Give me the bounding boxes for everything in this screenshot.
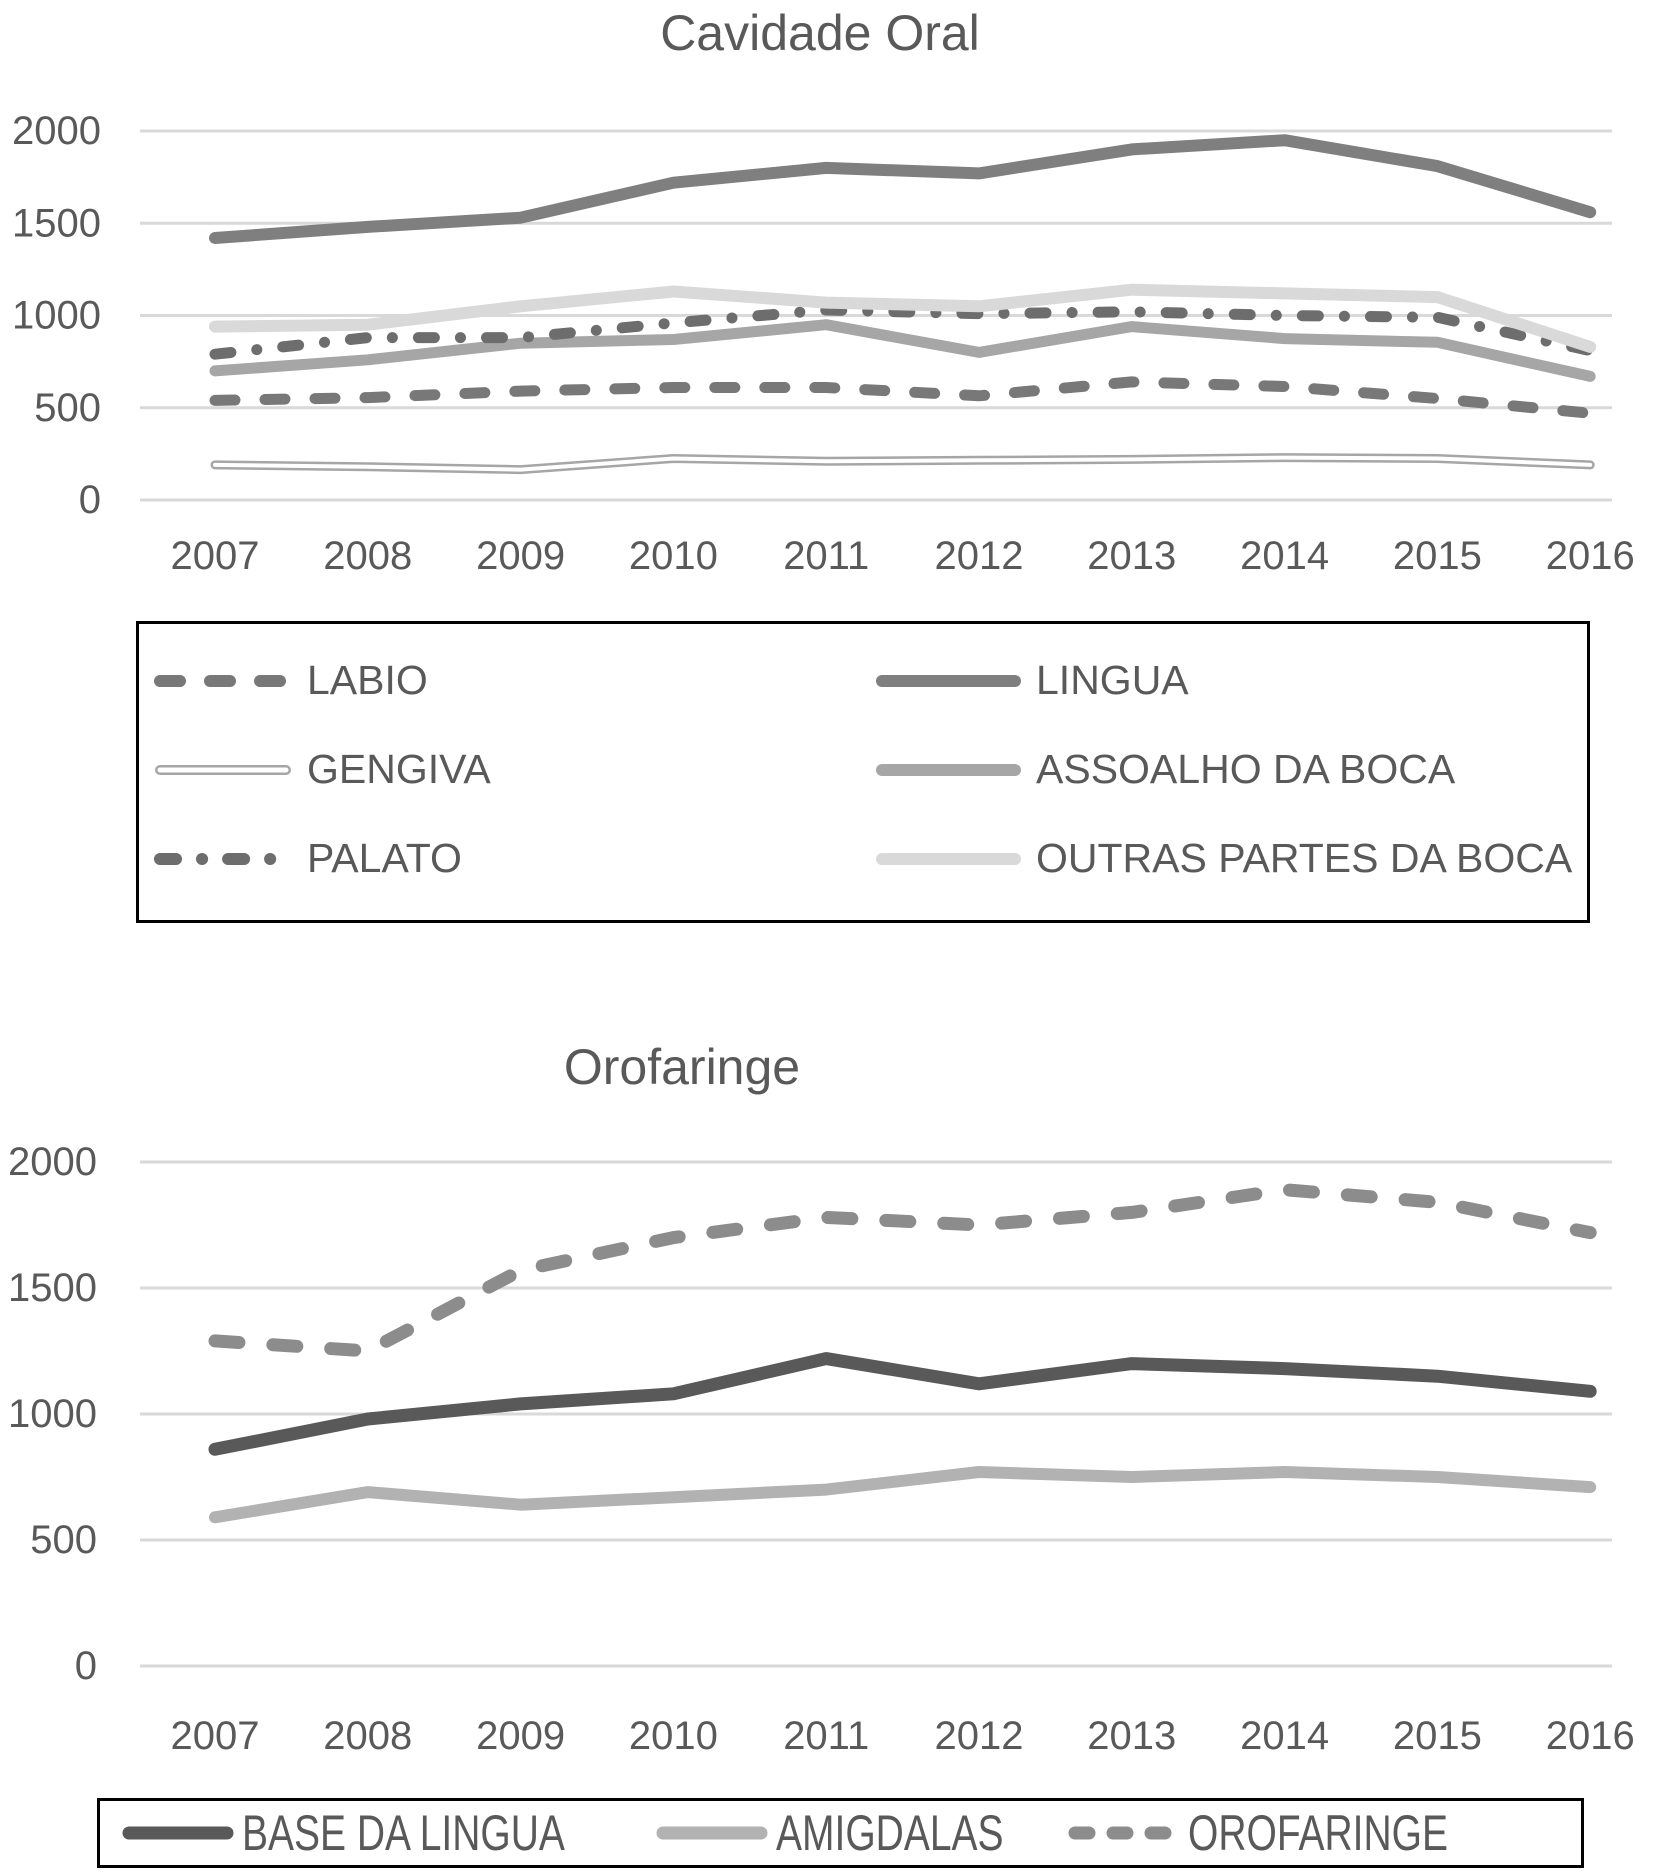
legend-label-labio: LABIO xyxy=(307,657,428,703)
legend-cavidade-oral: LABIO LINGUA GENGIVA ASSOALHO DA BOCA PA… xyxy=(136,621,1590,923)
amigdalas-solid-line-swatch-icon xyxy=(656,1826,768,1840)
svg-text:0: 0 xyxy=(75,1644,97,1688)
svg-text:2011: 2011 xyxy=(783,534,869,578)
legend-item-labio: LABIO xyxy=(153,657,875,704)
svg-text:2009: 2009 xyxy=(476,534,565,578)
svg-text:2007: 2007 xyxy=(171,534,260,578)
svg-text:2009: 2009 xyxy=(476,1714,565,1758)
chart-title-orofaringe: Orofaringe xyxy=(563,1039,801,1095)
svg-text:1000: 1000 xyxy=(12,294,101,338)
svg-text:2013: 2013 xyxy=(1087,534,1176,578)
legend-item-assoalho-da-boca: ASSOALHO DA BOCA xyxy=(875,746,1587,793)
legend-item-gengiva: GENGIVA xyxy=(153,746,875,793)
legend-item-base-da-lingua: BASE DA LINGUA xyxy=(122,1804,656,1862)
svg-text:2008: 2008 xyxy=(323,1714,412,1758)
svg-text:2015: 2015 xyxy=(1393,534,1482,578)
palato-dash-dot-line-swatch-icon xyxy=(154,852,292,865)
svg-text:2010: 2010 xyxy=(629,534,718,578)
svg-text:2000: 2000 xyxy=(8,1140,97,1184)
lingua-solid-line-swatch-icon xyxy=(876,674,1021,687)
outras-partes-solid-line-swatch-icon xyxy=(876,852,1021,865)
orofaringe-dashed-line-swatch-icon xyxy=(1068,1826,1180,1840)
legend-label-assoalho-da-boca: ASSOALHO DA BOCA xyxy=(1036,746,1456,792)
legend-label-lingua: LINGUA xyxy=(1036,657,1189,703)
svg-text:2012: 2012 xyxy=(935,1714,1024,1758)
legend-item-orofaringe: OROFARINGE xyxy=(1068,1804,1521,1862)
svg-text:2000: 2000 xyxy=(12,109,101,153)
svg-text:2016: 2016 xyxy=(1546,1714,1635,1758)
assoalho-solid-line-swatch-icon xyxy=(876,763,1021,776)
svg-text:2013: 2013 xyxy=(1087,1714,1176,1758)
legend-orofaringe: BASE DA LINGUA AMIGDALAS OROFARINGE xyxy=(97,1798,1584,1868)
legend-label-amigdalas: AMIGDALAS xyxy=(776,1805,1004,1861)
legend-item-outras-partes-da-boca: OUTRAS PARTES DA BOCA xyxy=(875,835,1587,882)
legend-item-palato: PALATO xyxy=(153,835,875,882)
svg-text:2014: 2014 xyxy=(1240,534,1329,578)
legend-item-lingua: LINGUA xyxy=(875,657,1587,704)
legend-item-amigdalas: AMIGDALAS xyxy=(656,1804,1068,1862)
svg-text:2007: 2007 xyxy=(171,1714,260,1758)
svg-text:2016: 2016 xyxy=(1546,534,1635,578)
legend-label-palato: PALATO xyxy=(307,835,462,881)
svg-text:1500: 1500 xyxy=(12,201,101,245)
svg-text:0: 0 xyxy=(79,478,101,522)
svg-text:1500: 1500 xyxy=(8,1266,97,1310)
legend-label-base-da-lingua: BASE DA LINGUA xyxy=(242,1805,565,1861)
svg-text:2011: 2011 xyxy=(783,1714,869,1758)
svg-text:500: 500 xyxy=(30,1518,97,1562)
gengiva-outlined-line-swatch-icon xyxy=(155,764,291,775)
svg-text:1000: 1000 xyxy=(8,1392,97,1436)
svg-text:2014: 2014 xyxy=(1240,1714,1329,1758)
svg-text:2015: 2015 xyxy=(1393,1714,1482,1758)
svg-text:2008: 2008 xyxy=(323,534,412,578)
base-da-lingua-solid-line-swatch-icon xyxy=(122,1826,234,1840)
svg-text:500: 500 xyxy=(34,386,101,430)
svg-text:2012: 2012 xyxy=(935,534,1024,578)
svg-text:2010: 2010 xyxy=(629,1714,718,1758)
chart-title-cavidade-oral: Cavidade Oral xyxy=(660,5,980,61)
legend-label-orofaringe: OROFARINGE xyxy=(1187,1805,1448,1861)
legend-label-outras-partes-da-boca: OUTRAS PARTES DA BOCA xyxy=(1036,835,1573,881)
legend-label-gengiva: GENGIVA xyxy=(307,746,491,792)
labio-dashed-line-swatch-icon xyxy=(154,674,292,687)
